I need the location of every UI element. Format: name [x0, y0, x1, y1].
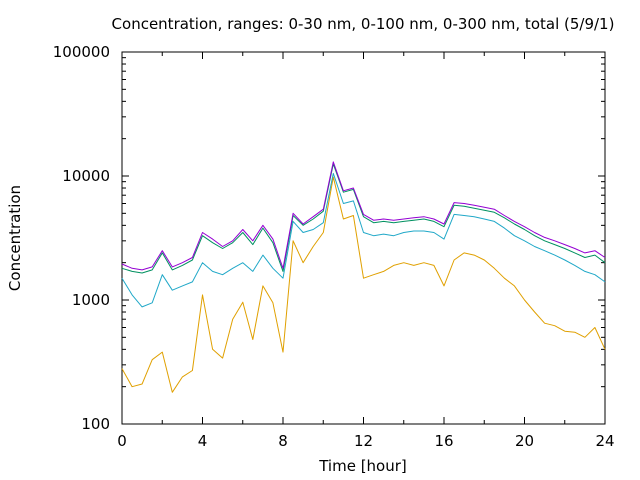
x-axis-label: Time [hour] [318, 457, 407, 475]
chart-title: Concentration, ranges: 0-30 nm, 0-100 nm… [112, 15, 615, 33]
x-tick-label: 16 [434, 432, 453, 450]
series-line-4 [121, 161, 606, 271]
x-tick-label: 20 [515, 432, 534, 450]
x-tick-label: 12 [354, 432, 373, 450]
y-tick-label: 1000 [72, 291, 110, 309]
axis-ticks: 0 4 8 12 16 20 24 100 1000 10000 100000 [53, 43, 615, 450]
x-tick-label: 24 [595, 432, 614, 450]
y-axis-label: Concentration [6, 185, 24, 291]
x-tick-label: 4 [198, 432, 208, 450]
y-tick-label: 100 [81, 415, 110, 433]
x-tick-label: 8 [278, 432, 288, 450]
series-line-3 [121, 163, 606, 274]
series-group [121, 161, 606, 393]
series-line-2 [121, 172, 606, 308]
x-tick-label: 0 [117, 432, 127, 450]
series-line-1 [121, 176, 606, 393]
plot-frame [121, 51, 606, 425]
y-tick-label: 100000 [53, 43, 110, 61]
y-tick-label: 10000 [62, 167, 110, 185]
